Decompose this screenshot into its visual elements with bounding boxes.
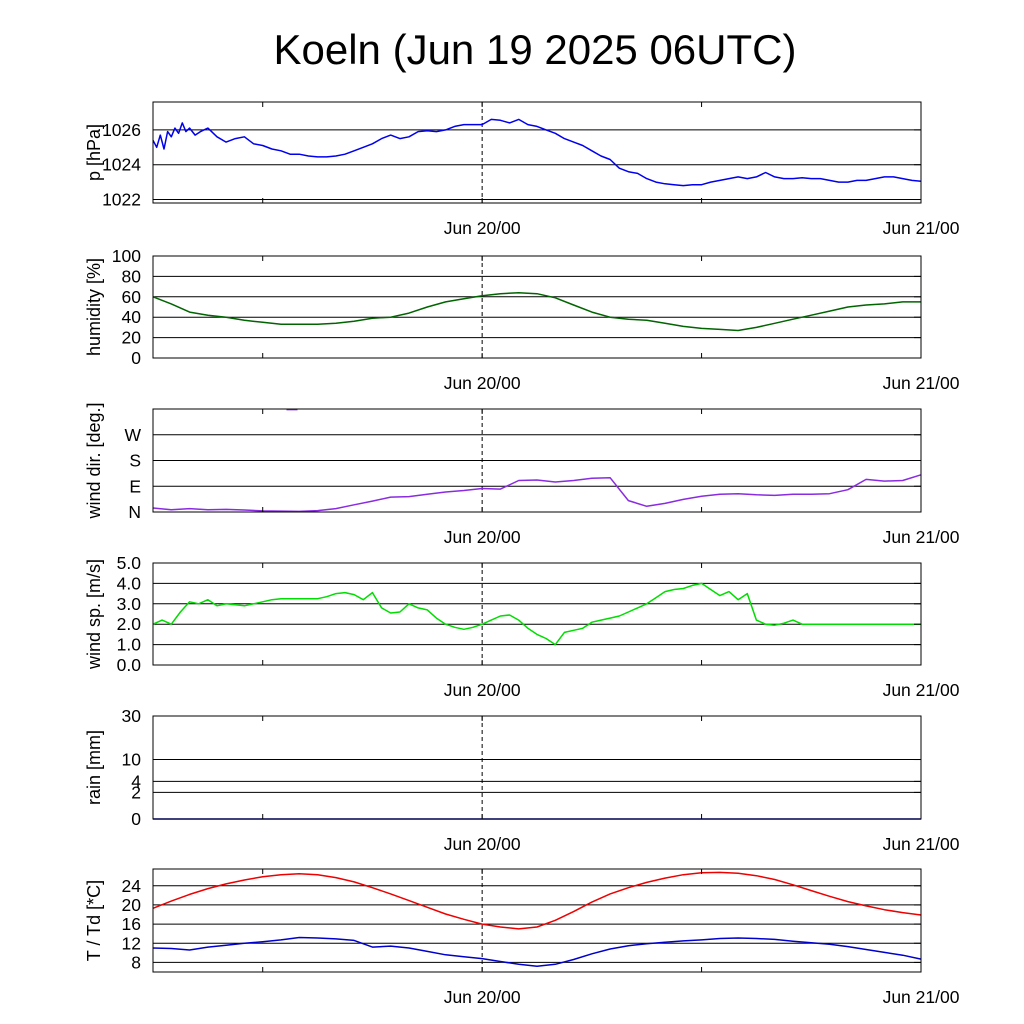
y-tick-label: 20 (122, 895, 142, 915)
plot-frame (152, 562, 922, 666)
x-tick-label: Jun 20/00 (444, 680, 521, 700)
data-line-wind-direction-0 (152, 474, 922, 513)
y-tick-label: 24 (122, 876, 142, 896)
x-tick-label: Jun 21/00 (883, 527, 960, 547)
x-tick-label: Jun 20/00 (444, 373, 521, 393)
data-line-wind-speed-0 (152, 582, 921, 646)
y-axis-label: T / Td [*C] (84, 880, 104, 961)
data-line-temperature-0 (152, 871, 922, 930)
x-tick-label: Jun 20/00 (444, 987, 521, 1007)
x-tick-label: Jun 20/00 (444, 834, 521, 854)
y-tick-label: 0 (131, 809, 141, 829)
y-tick-label: 80 (122, 266, 142, 286)
y-tick-label: 20 (122, 328, 142, 348)
y-tick-label: 1024 (102, 155, 141, 175)
x-tick-label: Jun 21/00 (883, 373, 960, 393)
x-tick-label: Jun 20/00 (444, 527, 521, 547)
y-axis-label: humidity [%] (84, 258, 104, 356)
y-tick-label: 16 (122, 914, 141, 934)
plot-frame (152, 101, 922, 204)
y-tick-label: W (124, 425, 141, 445)
y-tick-label: 12 (122, 933, 141, 953)
y-tick-label: N (128, 502, 141, 522)
y-tick-label: 100 (112, 246, 141, 266)
y-tick-label: 1022 (102, 190, 141, 210)
y-tick-label: 4.0 (117, 573, 142, 593)
x-tick-label: Jun 21/00 (883, 680, 960, 700)
panel-wind-speed: 0.01.02.03.04.05.0 wind sp. [m/s] Jun 20/0… (84, 553, 960, 700)
chart-title: Koeln (Jun 19 2025 06UTC) (273, 26, 797, 73)
data-line-pressure-0 (152, 118, 922, 187)
y-axis-label: wind dir. [deg.] (84, 402, 104, 519)
y-tick-label: 8 (131, 952, 141, 972)
y-axis-label: p [hPa] (84, 124, 104, 181)
x-tick-label: Jun 21/00 (883, 218, 960, 238)
x-tick-label: Jun 20/00 (444, 218, 521, 238)
y-tick-label: 1.0 (117, 635, 142, 655)
y-axis-label: rain [mm] (84, 730, 104, 805)
y-tick-label: 1026 (102, 120, 141, 140)
y-tick-label: 40 (122, 307, 142, 327)
x-tick-label: Jun 21/00 (883, 834, 960, 854)
plot-frame (152, 715, 922, 820)
data-line-humidity-0 (152, 291, 921, 332)
y-tick-label: 2.0 (117, 614, 142, 634)
plot-frame (152, 868, 922, 973)
y-tick-label: 0 (131, 348, 141, 368)
y-tick-label: 2 (131, 782, 141, 802)
data-line-temperature-1 (152, 936, 922, 968)
y-tick-label: S (129, 451, 141, 471)
y-tick-label: 4 (131, 771, 141, 791)
y-tick-label: 60 (122, 287, 142, 307)
y-tick-label: 10 (122, 750, 142, 770)
y-axis-label: wind sp. [m/s] (84, 559, 104, 670)
y-tick-label: 3.0 (117, 594, 142, 614)
y-tick-label: E (129, 476, 141, 496)
y-tick-label: 30 (122, 706, 142, 726)
x-tick-label: Jun 21/00 (883, 987, 960, 1007)
y-tick-label: 0.0 (117, 655, 142, 675)
plot-frame (152, 255, 922, 359)
y-tick-label: 5.0 (117, 553, 142, 573)
